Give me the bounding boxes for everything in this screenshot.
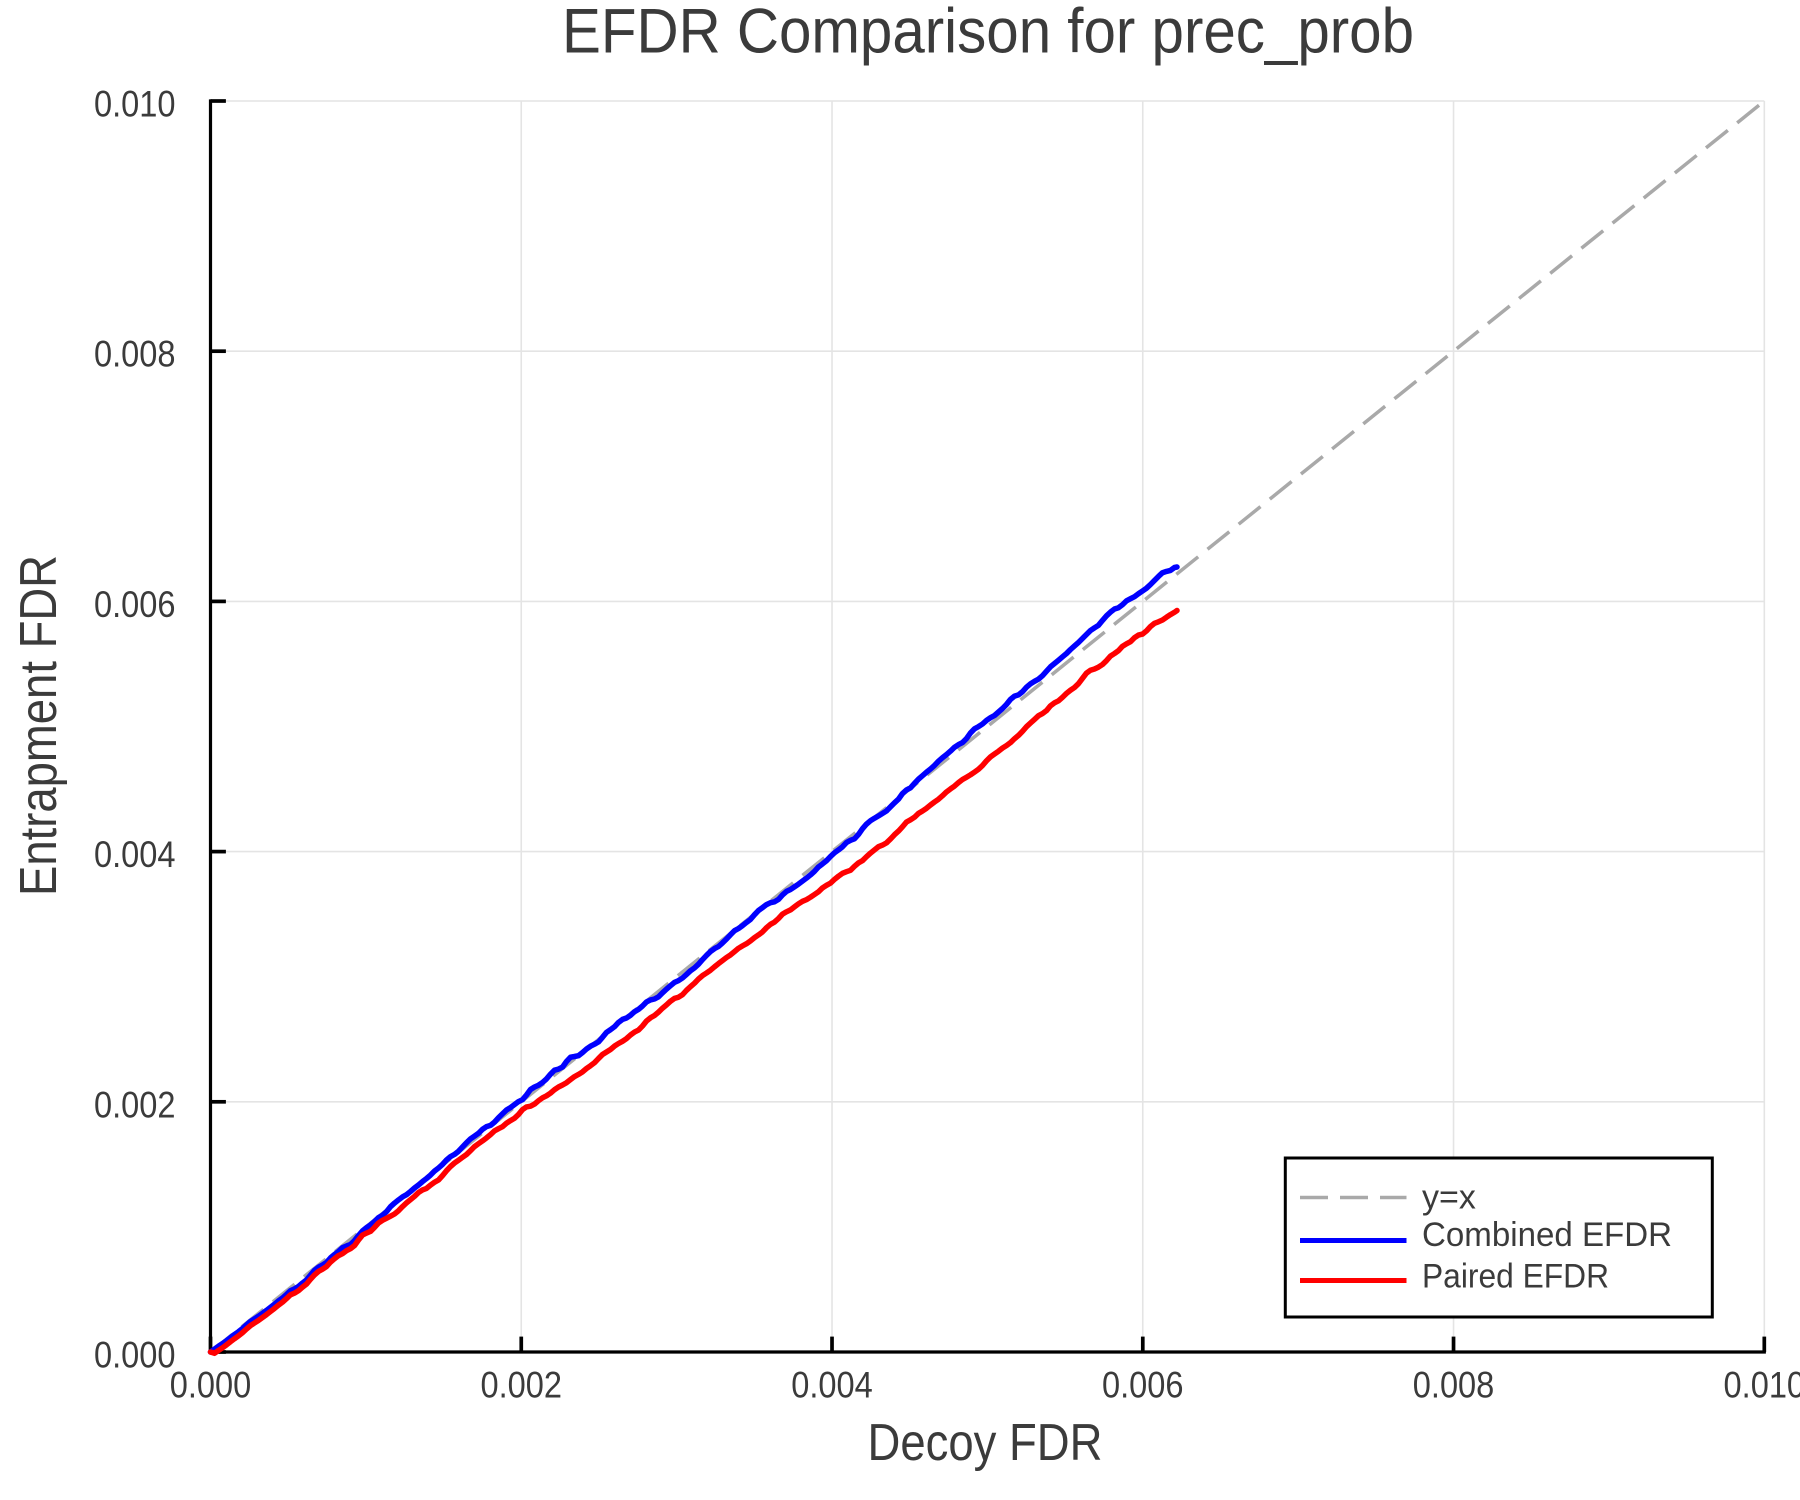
- svg-text:0.006: 0.006: [94, 584, 176, 625]
- svg-text:0.010: 0.010: [1724, 1365, 1800, 1406]
- svg-text:0.004: 0.004: [94, 834, 176, 875]
- svg-text:Decoy FDR: Decoy FDR: [868, 1414, 1103, 1472]
- svg-text:0.002: 0.002: [94, 1084, 176, 1125]
- svg-text:y=x: y=x: [1422, 1179, 1476, 1217]
- svg-text:Entrapment FDR: Entrapment FDR: [10, 555, 68, 896]
- svg-text:Combined EFDR: Combined EFDR: [1422, 1216, 1672, 1254]
- svg-text:0.004: 0.004: [791, 1365, 873, 1406]
- svg-text:0.006: 0.006: [1102, 1365, 1184, 1406]
- svg-text:EFDR Comparison for prec_prob: EFDR Comparison for prec_prob: [562, 0, 1414, 67]
- svg-text:0.000: 0.000: [94, 1335, 176, 1376]
- svg-text:Paired EFDR: Paired EFDR: [1422, 1258, 1609, 1296]
- svg-text:0.000: 0.000: [170, 1365, 252, 1406]
- svg-text:0.008: 0.008: [94, 334, 176, 375]
- svg-text:0.008: 0.008: [1413, 1365, 1495, 1406]
- svg-text:0.002: 0.002: [481, 1365, 563, 1406]
- svg-text:0.010: 0.010: [94, 84, 176, 125]
